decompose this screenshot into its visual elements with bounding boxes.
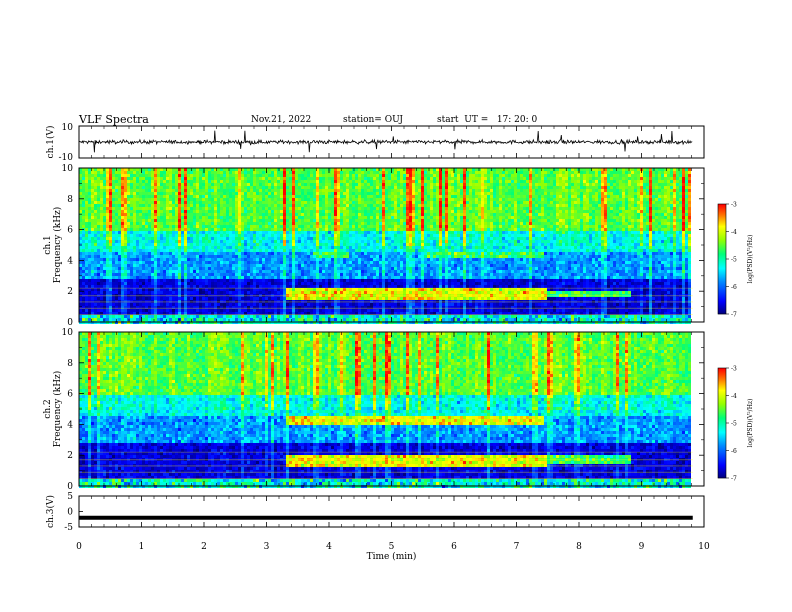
ch1_spectrogram-colorbar-tick-label: -6 bbox=[731, 284, 737, 291]
ch1_spectrogram-ytick-label: 4 bbox=[67, 256, 73, 266]
xtick-label: 9 bbox=[639, 542, 645, 552]
xtick-label: 4 bbox=[326, 542, 332, 552]
ch2_spectrogram-cells bbox=[79, 332, 691, 488]
xtick-label: 8 bbox=[576, 542, 582, 552]
ch1-waveform-line bbox=[78, 130, 693, 153]
ch1_spectrogram-colorbar-tick-label: -7 bbox=[731, 312, 737, 319]
ch2_spectrogram-ylabel-channel: ch.2 bbox=[43, 399, 53, 418]
xtick-label: 7 bbox=[514, 542, 520, 552]
station-label: station= OUJ bbox=[343, 115, 403, 125]
ch2_spectrogram-ytick-label: 4 bbox=[67, 420, 73, 430]
ch1_spectrogram-ylabel-channel: ch.1 bbox=[43, 235, 53, 254]
ch1_spectrogram-colorbar-label: log(PSD)(V²/Hz) bbox=[747, 235, 754, 284]
ch1_spectrogram-ytick-label: 8 bbox=[67, 195, 73, 205]
ch1_spectrogram-ytick-label: 0 bbox=[67, 318, 73, 328]
ch1_spectrogram-cells bbox=[79, 168, 691, 324]
xtick-label: 1 bbox=[139, 542, 145, 552]
xtick-label: 6 bbox=[451, 542, 457, 552]
ch2_spectrogram-colorbar-tick-label: -6 bbox=[731, 448, 737, 455]
ch1_spectrogram-ylabel-freq: Frequency (kHz) bbox=[52, 207, 63, 284]
ch3-ytick-label: -5 bbox=[64, 523, 73, 533]
ch2_spectrogram-colorbar bbox=[718, 368, 726, 479]
ch1_spectrogram-ytick-label: 10 bbox=[62, 164, 74, 174]
xtick-label: 10 bbox=[698, 542, 710, 552]
xtick-label: 2 bbox=[201, 542, 207, 552]
ch3-ytick-label: 0 bbox=[67, 508, 73, 518]
chart-title: VLF Spectra bbox=[79, 113, 149, 126]
ch1_spectrogram-ytick-label: 2 bbox=[67, 287, 73, 297]
ch2_spectrogram-ytick-label: 10 bbox=[62, 328, 74, 338]
ch2_spectrogram-colorbar-tick-label: -5 bbox=[731, 421, 737, 428]
xtick-label: 5 bbox=[389, 542, 395, 552]
x-axis-label: Time (min) bbox=[367, 551, 417, 562]
ch1-ylabel: ch.1(V) bbox=[45, 126, 56, 159]
ch2_spectrogram-ytick-label: 2 bbox=[67, 451, 73, 461]
ch1_spectrogram-colorbar-tick-label: -5 bbox=[731, 257, 737, 264]
start-time-label: start UT = 17: 20: 0 bbox=[437, 115, 537, 125]
ch2_spectrogram-ytick-label: 0 bbox=[67, 482, 73, 492]
ch2_spectrogram-colorbar-tick-label: -3 bbox=[731, 366, 737, 373]
ch2_spectrogram-colorbar-tick-label: -4 bbox=[731, 393, 737, 400]
xtick-label: 3 bbox=[264, 542, 270, 552]
ch1_spectrogram-colorbar-tick-label: -4 bbox=[731, 229, 737, 236]
ch3-ytick-label: 5 bbox=[67, 492, 73, 502]
xtick-label: 0 bbox=[76, 542, 82, 552]
ch2_spectrogram-ylabel-freq: Frequency (kHz) bbox=[52, 371, 63, 448]
ch1-ytick-label: 10 bbox=[62, 123, 74, 133]
ch2_spectrogram-ytick-label: 6 bbox=[67, 390, 73, 400]
date-label: Nov.21, 2022 bbox=[251, 115, 311, 125]
ch1_spectrogram-ytick-label: 6 bbox=[67, 226, 73, 236]
ch1-ytick-label: -10 bbox=[59, 153, 74, 163]
ch2_spectrogram-ytick-label: 8 bbox=[67, 359, 73, 369]
ch1_spectrogram-colorbar-tick-label: -3 bbox=[731, 202, 737, 209]
ch2_spectrogram-colorbar-label: log(PSD)(V²/Hz) bbox=[747, 399, 754, 448]
ch1_spectrogram-colorbar bbox=[718, 204, 726, 315]
ch3-ylabel: ch.3(V) bbox=[45, 495, 56, 528]
ch2_spectrogram-colorbar-tick-label: -7 bbox=[731, 476, 737, 483]
